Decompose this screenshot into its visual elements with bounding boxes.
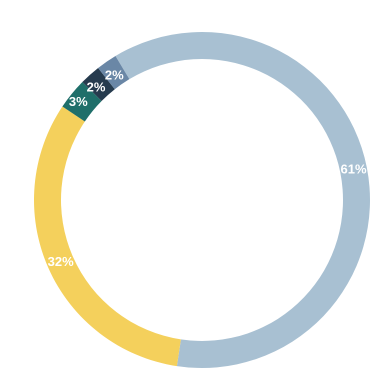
donut-slice-label-2: 3% bbox=[69, 94, 88, 109]
donut-slice-1 bbox=[33, 106, 181, 367]
donut-slice-label-4: 2% bbox=[105, 67, 124, 82]
donut-slice-label-0: 61% bbox=[341, 161, 367, 176]
donut-slice-label-1: 32% bbox=[48, 254, 74, 269]
donut-slice-label-3: 2% bbox=[87, 79, 106, 94]
donut-slice-4 bbox=[98, 55, 130, 90]
donut-slice-0 bbox=[115, 31, 370, 369]
donut-slice-3 bbox=[82, 67, 115, 101]
donut-slice-2 bbox=[62, 82, 102, 122]
